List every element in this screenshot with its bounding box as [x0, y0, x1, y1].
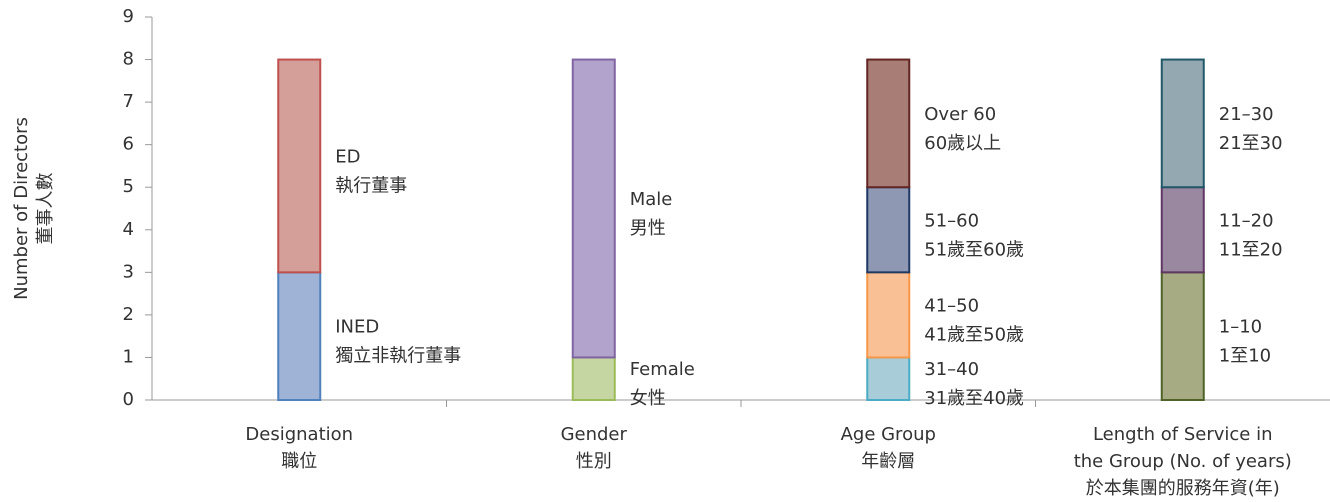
- segment-label: 60歲以上: [924, 133, 1001, 154]
- bar-segment: [1160, 271, 1205, 402]
- segment-label: 41–50: [924, 295, 979, 316]
- segment-label: ED: [335, 146, 360, 167]
- segment-label: 41歲至50歲: [924, 324, 1024, 345]
- x-tick-label: Length of Service in: [1093, 424, 1273, 445]
- segment-label: 31–40: [924, 359, 979, 380]
- bar-segment: [1160, 58, 1205, 189]
- segment-label: INED: [335, 317, 379, 338]
- segment-label: 11–20: [1219, 210, 1274, 231]
- segment-label: 21至30: [1219, 133, 1283, 154]
- y-axis-title-line: 董事人數: [35, 173, 56, 245]
- segment-label: 21–30: [1219, 104, 1274, 125]
- y-axis-title-line: Number of Directors: [11, 117, 32, 300]
- y-tick-label: 6: [123, 134, 134, 155]
- bar-segment: [277, 271, 322, 402]
- bar-segment: [1160, 186, 1205, 274]
- segment-label: Male: [630, 189, 673, 210]
- bar-segment: [571, 58, 616, 359]
- y-axis-title: Number of Directors 董事人數: [11, 117, 56, 300]
- segment-label: 1至10: [1219, 346, 1271, 367]
- segment-label: 男性: [630, 218, 666, 239]
- segment-label: 執行董事: [335, 175, 407, 196]
- x-tick-label: 年齡層: [861, 451, 915, 472]
- bar-segment: [866, 186, 911, 274]
- segment-label: Over 60: [924, 104, 996, 125]
- bar-segment: [866, 271, 911, 359]
- y-tick-label: 2: [123, 304, 134, 325]
- bar-segment: [866, 356, 911, 402]
- bar-segment: [571, 356, 616, 402]
- x-tick-label: 性別: [576, 451, 612, 472]
- segment-label: 1–10: [1219, 317, 1262, 338]
- segment-label: 女性: [630, 388, 666, 409]
- x-tick-label: 職位: [281, 451, 317, 472]
- x-tick-label: Designation: [245, 424, 353, 445]
- x-tick-label: Age Group: [841, 424, 936, 445]
- x-tick-label: the Group (No. of years): [1074, 451, 1292, 472]
- segment-label: 獨立非執行董事: [335, 346, 461, 367]
- segment-label: 11至20: [1219, 239, 1283, 260]
- y-tick-label: 5: [123, 176, 134, 197]
- y-tick-label: 1: [123, 346, 134, 367]
- bar-segment: [277, 58, 322, 274]
- bar-segment: [866, 58, 911, 189]
- y-tick-label: 0: [123, 389, 134, 410]
- segment-label: 51歲至60歲: [924, 239, 1024, 260]
- segment-label: 31歲至40歲: [924, 388, 1024, 409]
- x-tick-label: 於本集團的服務年資(年): [1086, 478, 1280, 499]
- y-tick-label: 7: [123, 91, 134, 112]
- y-tick-label: 4: [123, 219, 134, 240]
- segment-label: 51–60: [924, 210, 979, 231]
- segment-label: Female: [630, 359, 695, 380]
- y-tick-label: 8: [123, 49, 134, 70]
- x-tick-label: Gender: [561, 424, 628, 445]
- y-tick-label: 3: [123, 261, 134, 282]
- y-tick-label: 9: [123, 6, 134, 27]
